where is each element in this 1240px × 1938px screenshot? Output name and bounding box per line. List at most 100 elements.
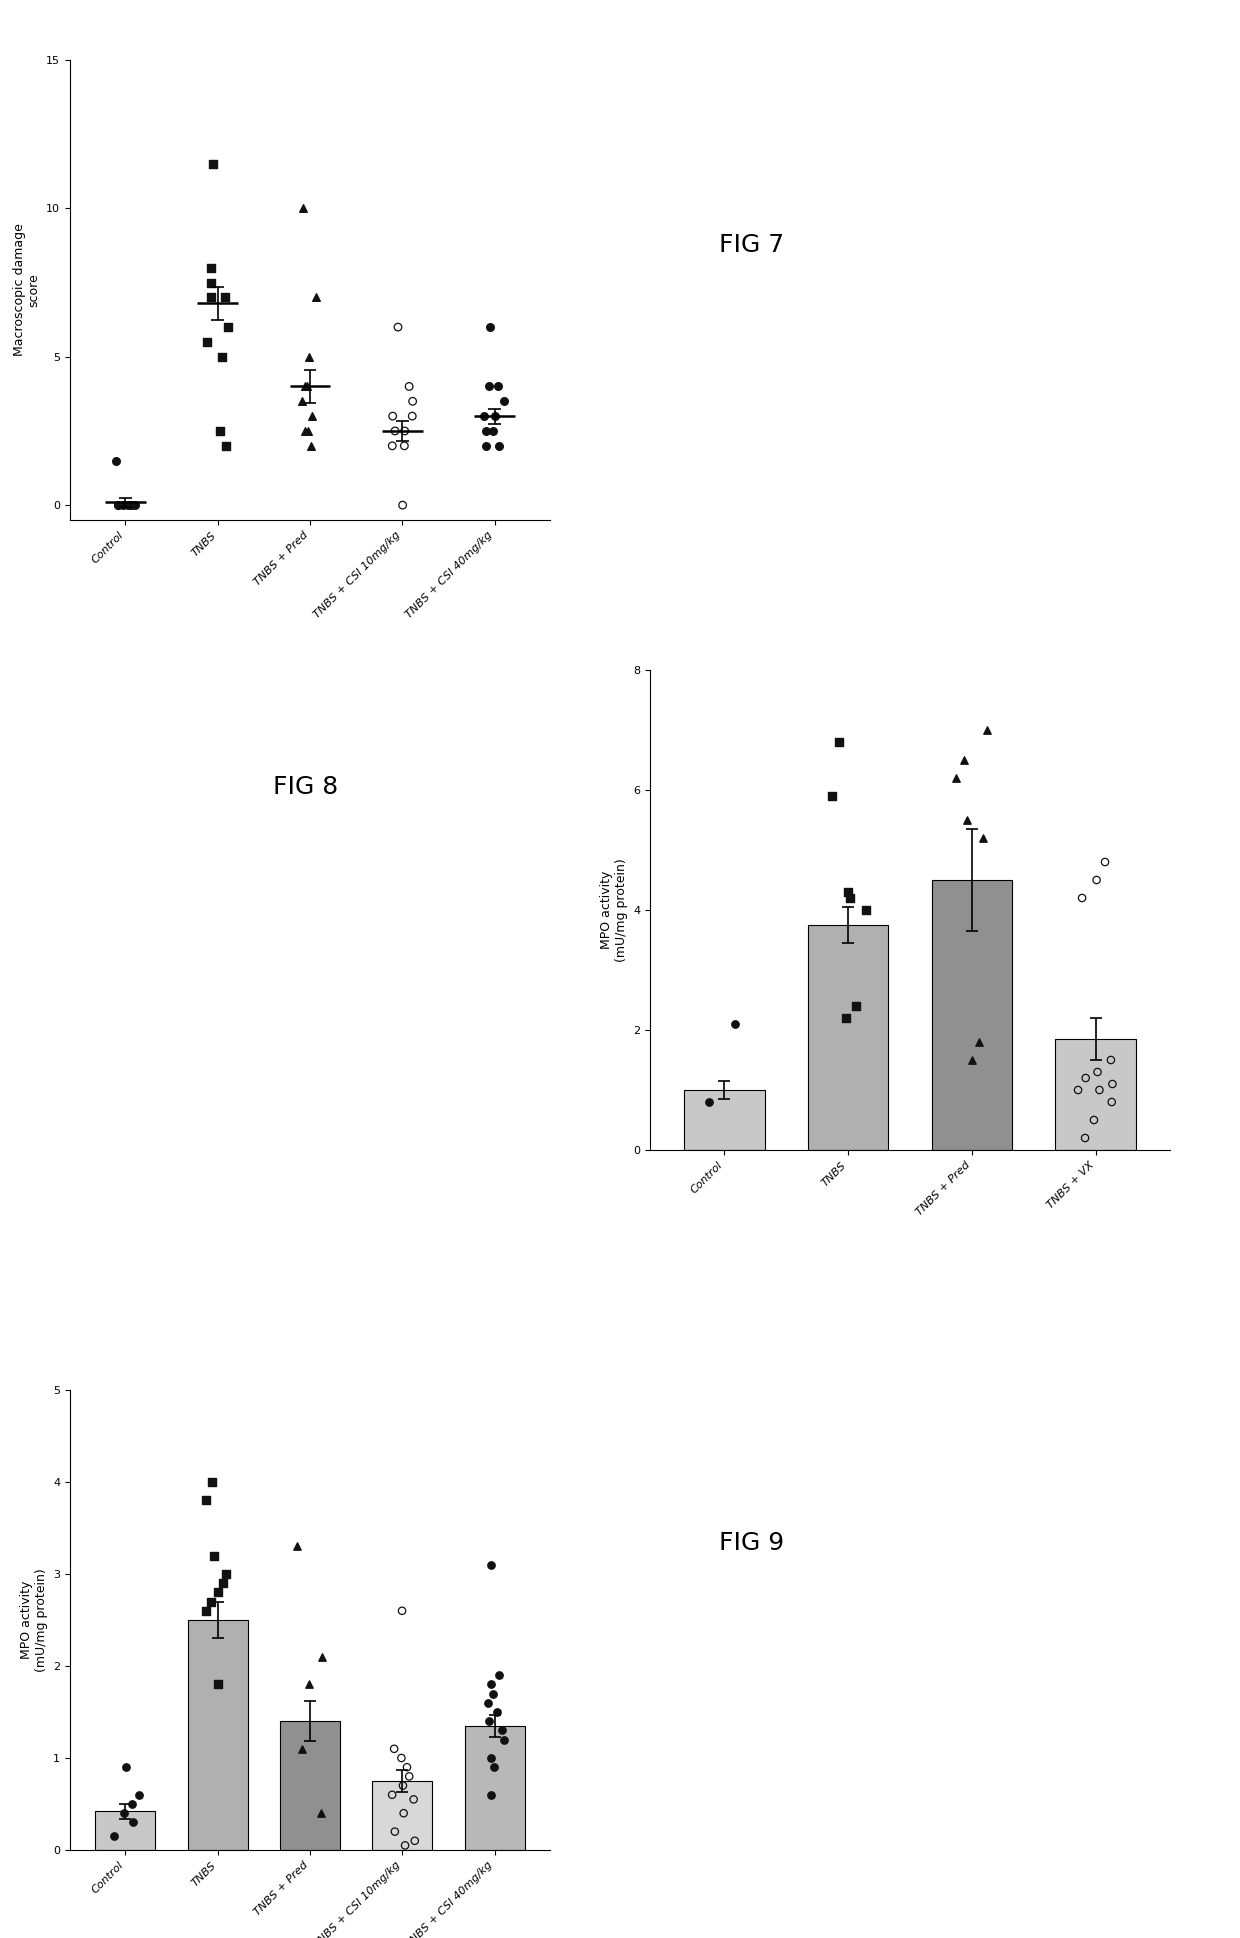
Point [962,1045,982,1076]
Bar [684,1089,765,1149]
Point [208,1578,228,1609]
Point [484,1678,503,1709]
Point [394,430,414,461]
Point [218,312,238,343]
Point [954,744,973,775]
Y-axis label: Macroscopic damage
score: Macroscopic damage score [12,223,41,357]
Point [212,341,232,372]
Point [201,281,221,312]
Point [822,781,842,812]
Point [404,1783,424,1814]
Point [481,1548,501,1579]
Point [1090,1074,1110,1105]
Y-axis label: MPO activity
(mU/mg protein): MPO activity (mU/mg protein) [600,859,627,961]
Point [393,1769,413,1800]
Point [481,312,501,343]
Point [196,1595,216,1626]
Point [108,490,128,521]
Point [394,415,414,446]
Point [487,1696,507,1727]
Point [386,415,405,446]
Point [295,370,315,401]
Point [201,1585,221,1616]
Point [481,1669,501,1700]
Point [1086,864,1106,895]
Bar [1055,1039,1136,1149]
Point [202,1467,222,1498]
Point [481,1742,501,1773]
Point [120,490,140,521]
Point [123,1806,143,1837]
Point [129,1779,149,1810]
Point [480,370,500,401]
Point [946,762,966,793]
Point [977,715,997,746]
Point [476,415,496,446]
Point [299,1669,319,1700]
Point [475,401,495,432]
Point [476,430,496,461]
Point [392,1595,412,1626]
Point [485,401,505,432]
Point [1084,1105,1104,1136]
Point [105,446,125,477]
Point [1095,847,1115,878]
Point [382,430,402,461]
Point [306,281,326,312]
Point [311,1798,331,1829]
Bar [807,924,888,1149]
Point [403,386,423,417]
Point [125,490,145,521]
Point [480,1705,500,1736]
Point [383,401,403,432]
Point [384,1816,404,1847]
Point [399,1762,419,1793]
Text: FIG 7: FIG 7 [719,233,785,256]
Point [489,370,508,401]
Point [293,386,312,417]
Point [382,1779,402,1810]
Point [830,727,849,758]
Point [208,1669,228,1700]
Point [118,490,138,521]
Point [108,490,128,521]
Point [201,267,221,298]
Point [1073,882,1092,913]
Point [1087,1056,1107,1087]
Point [494,1725,513,1756]
Point [404,1826,424,1857]
Point [299,415,319,446]
Point [838,876,858,907]
Point [399,370,419,401]
Point [117,1752,136,1783]
Point [299,341,319,372]
Point [836,1002,856,1033]
Text: FIG 8: FIG 8 [273,775,339,798]
Point [479,1688,498,1719]
Point [724,1008,744,1039]
Point [216,1558,236,1589]
Point [973,822,993,853]
Point [1102,1068,1122,1099]
Point [393,490,413,521]
Point [494,386,513,417]
Point [1068,1074,1087,1105]
Bar [280,1721,340,1851]
Point [104,1820,124,1851]
Point [1101,1045,1121,1076]
Point [489,1659,508,1690]
Point [396,1829,415,1860]
Point [201,252,221,283]
Point [295,415,315,446]
Point [957,804,977,835]
Point [489,430,508,461]
Point [384,1733,404,1764]
Point [205,1541,224,1572]
Point [698,1087,718,1118]
Point [286,1531,306,1562]
Point [294,194,314,225]
Point [1102,1087,1122,1118]
Point [484,1752,503,1783]
Point [197,326,217,357]
Point [847,990,867,1021]
